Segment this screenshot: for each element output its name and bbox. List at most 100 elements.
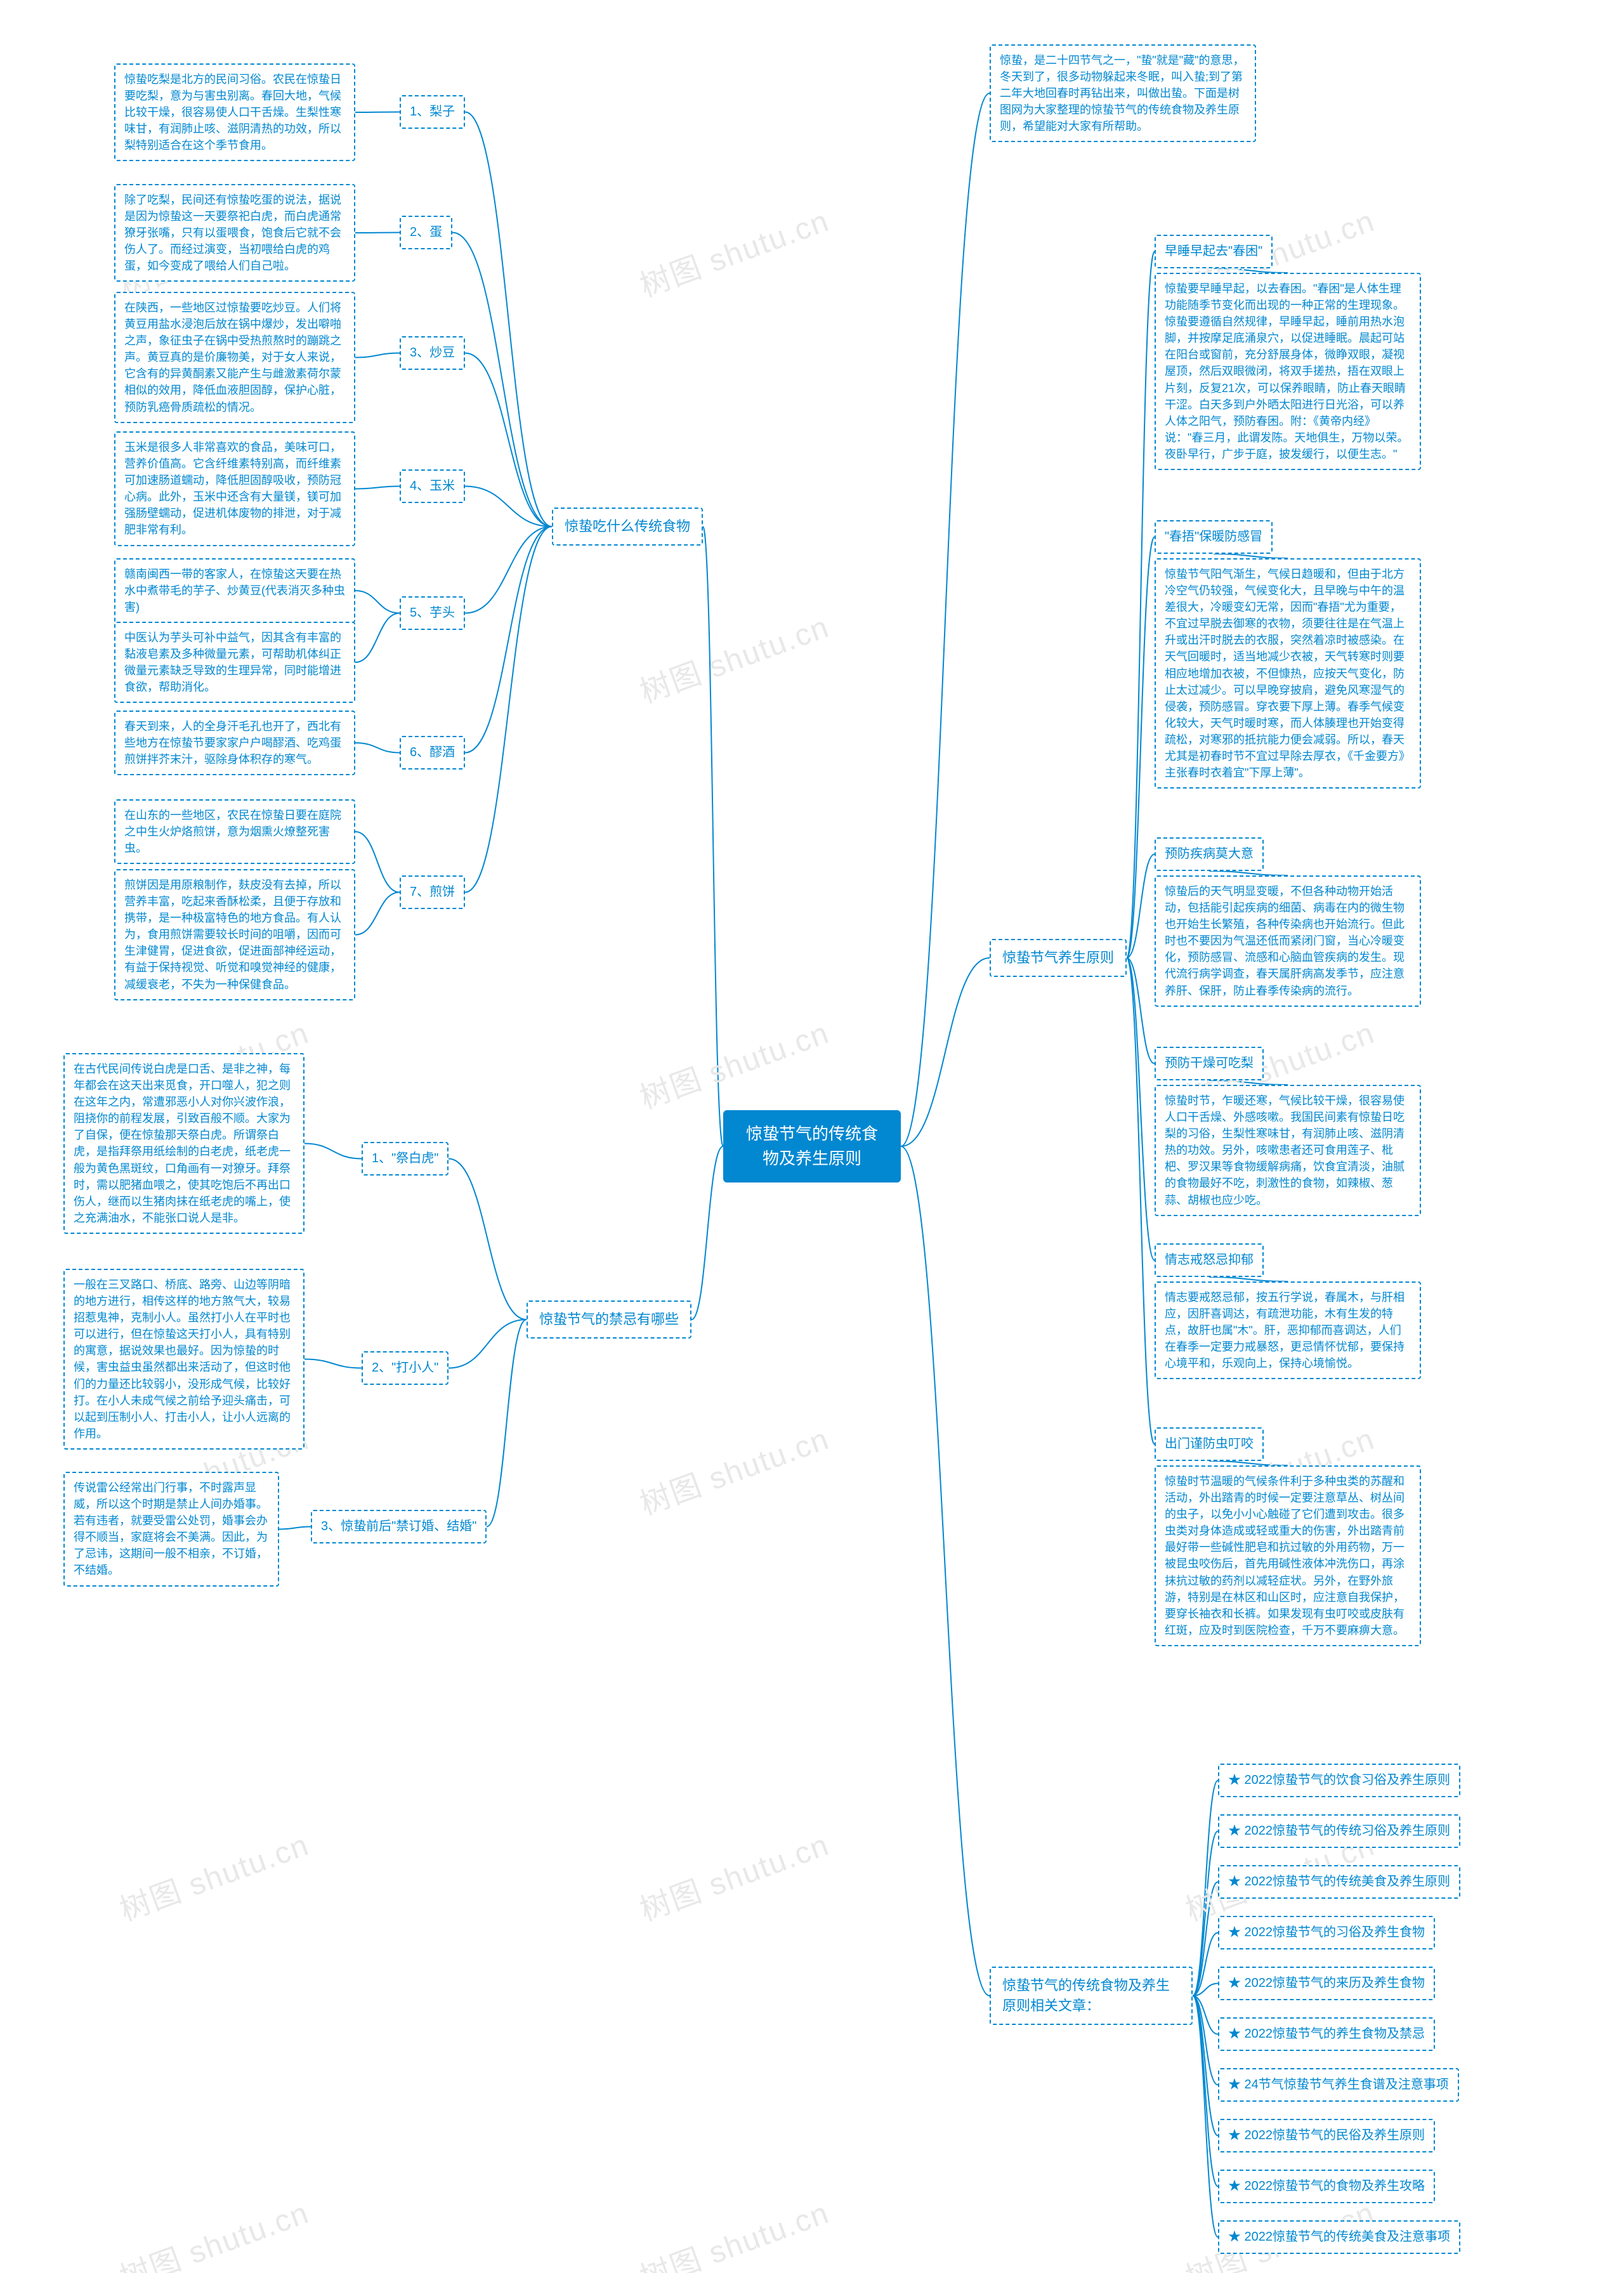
node-label: 1、梨子: [410, 105, 455, 119]
watermark: 树图 shutu.cn: [632, 1820, 834, 1930]
node-label: 2、蛋: [410, 225, 442, 239]
node-label: 3、惊蛰前后"禁订婚、结婚": [321, 1519, 476, 1533]
mindmap-node: 春天到来，人的全身汗毛孔也开了，西北有些地方在惊蛰节要家家户户喝醪酒、吃鸡蛋煎饼…: [114, 711, 355, 775]
mindmap-node: 赣南闽西一带的客家人，在惊蛰这天要在热水中煮带毛的芋子、炒黄豆(代表消灭多种虫害…: [114, 558, 355, 623]
watermark: 树图 shutu.cn: [632, 2188, 834, 2273]
mindmap-node: "春捂"保暖防感冒: [1155, 520, 1273, 554]
node-label: ★ 2022惊蛰节气的养生食物及禁忌: [1228, 2027, 1425, 2041]
mindmap-node: 3、炒豆: [400, 336, 465, 370]
mindmap-node: 5、芋头: [400, 596, 465, 630]
watermark: 树图 shutu.cn: [112, 2188, 314, 2273]
node-label: 惊蛰节气阳气渐生，气候日趋暖和，但由于北方冷空气仍较强，气候变化大，且早晚与中午…: [1165, 568, 1410, 779]
mindmap-node: 惊蛰节气的传统食物及养生原则相关文章：: [990, 1967, 1193, 2025]
mindmap-node: ★ 24节气惊蛰节气养生食谱及注意事项: [1218, 2068, 1459, 2102]
mindmap-node: 3、惊蛰前后"禁订婚、结婚": [311, 1510, 487, 1543]
mindmap-node: 2、蛋: [400, 216, 452, 249]
node-label: 惊蛰要早睡早起，以去春困。"春困"是人体生理功能随季节变化而出现的一种正常的生理…: [1165, 282, 1408, 461]
mindmap-node: 惊蛰时节温暖的气候条件利于多种虫类的苏醒和活动，外出踏青的时候一定要注意草丛、树…: [1155, 1465, 1421, 1646]
mindmap-node: ★ 2022惊蛰节气的饮食习俗及养生原则: [1218, 1764, 1460, 1797]
mindmap-node: 煎饼因是用原粮制作，麸皮没有去掉，所以营养丰富，吃起来香酥松柔，且便于存放和携带…: [114, 869, 355, 1000]
node-label: 惊蛰时节温暖的气候条件利于多种虫类的苏醒和活动，外出踏青的时候一定要注意草丛、树…: [1165, 1475, 1405, 1637]
node-label: "春捂"保暖防感冒: [1165, 530, 1262, 544]
node-label: 在陕西，一些地区过惊蛰要吃炒豆。人们将黄豆用盐水浸泡后放在锅中爆炒，发出噼啪之声…: [124, 301, 341, 414]
node-label: 惊蛰节气的禁忌有哪些: [539, 1311, 679, 1327]
mindmap-node: 4、玉米: [400, 469, 465, 503]
mindmap-canvas: 惊蛰节气的传统食物及养生原则 树图 shutu.cn 树图 shutu.cn 树图 …: [0, 0, 1624, 2273]
mindmap-node: 1、梨子: [400, 95, 465, 129]
node-label: 情志要戒怒忌郁，按五行学说，春属木，与肝相应，因肝喜调达，有疏泄功能，木有生发的…: [1165, 1291, 1405, 1370]
node-label: 1、"祭白虎": [372, 1151, 438, 1165]
node-label: ★ 2022惊蛰节气的习俗及养生食物: [1228, 1925, 1425, 1939]
node-label: 惊蛰吃梨是北方的民间习俗。农民在惊蛰日要吃梨，意为与害虫别离。春回大地，气候比较…: [124, 73, 341, 152]
node-label: 中医认为芋头可补中益气，因其含有丰富的黏液皂素及多种微量元素，可帮助机体纠正微量…: [124, 631, 341, 693]
node-label: 情志戒怒忌抑郁: [1165, 1253, 1254, 1267]
node-label: ★ 24节气惊蛰节气养生食谱及注意事项: [1228, 2078, 1449, 2092]
mindmap-node: 1、"祭白虎": [362, 1142, 449, 1176]
node-label: 2、"打小人": [372, 1361, 438, 1375]
mindmap-node: ★ 2022惊蛰节气的传统美食及注意事项: [1218, 2220, 1460, 2254]
mindmap-node: ★ 2022惊蛰节气的养生食物及禁忌: [1218, 2017, 1435, 2051]
mindmap-node: 情志戒怒忌抑郁: [1155, 1243, 1264, 1277]
node-label: 惊蛰，是二十四节气之一，"蛰"就是"藏"的意思，冬天到了，很多动物躲起来冬眠，叫…: [1000, 54, 1245, 133]
mindmap-node: 7、煎饼: [400, 875, 465, 909]
mindmap-node: 预防疾病莫大意: [1155, 837, 1264, 871]
node-label: ★ 2022惊蛰节气的传统美食及养生原则: [1228, 1875, 1450, 1889]
mindmap-node: 惊蛰吃什么传统食物: [552, 508, 703, 546]
mindmap-node: ★ 2022惊蛰节气的习俗及养生食物: [1218, 1916, 1435, 1949]
mindmap-node: ★ 2022惊蛰节气的食物及养生攻略: [1218, 2170, 1435, 2203]
node-label: 赣南闽西一带的客家人，在惊蛰这天要在热水中煮带毛的芋子、炒黄豆(代表消灭多种虫害…: [124, 568, 345, 613]
node-label: 3、炒豆: [410, 346, 455, 360]
node-label: 4、玉米: [410, 479, 455, 493]
mindmap-node: ★ 2022惊蛰节气的传统美食及养生原则: [1218, 1865, 1460, 1899]
mindmap-node: ★ 2022惊蛰节气的传统习俗及养生原则: [1218, 1814, 1460, 1848]
mindmap-node: 惊蛰后的天气明显变暖，不但各种动物开始活动，包括能引起疾病的细菌、病毒在内的微生…: [1155, 875, 1421, 1007]
mindmap-node: 惊蛰节气养生原则: [990, 939, 1127, 977]
node-label: 5、芋头: [410, 606, 455, 620]
mindmap-node: 情志要戒怒忌郁，按五行学说，春属木，与肝相应，因肝喜调达，有疏泄功能，木有生发的…: [1155, 1281, 1421, 1379]
mindmap-node: 惊蛰节气的禁忌有哪些: [527, 1300, 691, 1339]
mindmap-node: 早睡早起去"春困": [1155, 235, 1273, 268]
node-label: 惊蛰时节，乍暖还寒，气候比较干燥，很容易使人口干舌燥、外感咳嗽。我国民间素有惊蛰…: [1165, 1094, 1405, 1207]
mindmap-node: 在山东的一些地区，农民在惊蛰日要在庭院之中生火炉烙煎饼，意为烟熏火燎整死害虫。: [114, 799, 355, 864]
mindmap-node: ★ 2022惊蛰节气的民俗及养生原则: [1218, 2119, 1435, 2152]
mindmap-node: 传说雷公经常出门行事，不时露声显威，所以这个时期是禁止人间办婚事。若有违者，就要…: [63, 1472, 279, 1587]
node-label: 预防干燥可吃梨: [1165, 1056, 1254, 1070]
mindmap-node: 玉米是很多人非常喜欢的食品，美味可口，营养价值高。它含纤维素特别高，而纤维素可加…: [114, 431, 355, 546]
node-label: 在古代民间传说白虎是口舌、是非之神，每年都会在这天出来觅食，开口噬人，犯之则在这…: [74, 1063, 291, 1224]
root-label: 惊蛰节气的传统食物及养生原则: [746, 1124, 878, 1168]
mindmap-node: ★ 2022惊蛰节气的来历及养生食物: [1218, 1967, 1435, 2000]
node-label: 预防疾病莫大意: [1165, 847, 1254, 861]
node-label: 惊蛰后的天气明显变暖，不但各种动物开始活动，包括能引起疾病的细菌、病毒在内的微生…: [1165, 885, 1405, 997]
watermark: 树图 shutu.cn: [632, 1008, 834, 1118]
node-label: ★ 2022惊蛰节气的食物及养生攻略: [1228, 2179, 1425, 2193]
mindmap-node: 惊蛰，是二十四节气之一，"蛰"就是"藏"的意思，冬天到了，很多动物躲起来冬眠，叫…: [990, 44, 1256, 142]
mindmap-node: 一般在三叉路口、桥底、路旁、山边等阴暗的地方进行，相传这样的地方煞气大，较易招惹…: [63, 1269, 304, 1450]
mindmap-node: 预防干燥可吃梨: [1155, 1047, 1264, 1080]
mindmap-node: 惊蛰吃梨是北方的民间习俗。农民在惊蛰日要吃梨，意为与害虫别离。春回大地，气候比较…: [114, 63, 355, 161]
mindmap-node: 惊蛰要早睡早起，以去春困。"春困"是人体生理功能随季节变化而出现的一种正常的生理…: [1155, 273, 1421, 470]
watermark: 树图 shutu.cn: [632, 1414, 834, 1524]
node-label: 传说雷公经常出门行事，不时露声显威，所以这个时期是禁止人间办婚事。若有违者，就要…: [74, 1481, 268, 1576]
mindmap-node: 中医认为芋头可补中益气，因其含有丰富的黏液皂素及多种微量元素，可帮助机体纠正微量…: [114, 622, 355, 703]
mindmap-node: 在陕西，一些地区过惊蛰要吃炒豆。人们将黄豆用盐水浸泡后放在锅中爆炒，发出噼啪之声…: [114, 292, 355, 423]
mindmap-node: 惊蛰时节，乍暖还寒，气候比较干燥，很容易使人口干舌燥、外感咳嗽。我国民间素有惊蛰…: [1155, 1085, 1421, 1216]
node-label: ★ 2022惊蛰节气的传统美食及注意事项: [1228, 2230, 1450, 2244]
mindmap-node: 6、醪酒: [400, 736, 465, 770]
node-label: ★ 2022惊蛰节气的饮食习俗及养生原则: [1228, 1773, 1450, 1787]
node-label: 除了吃梨，民间还有惊蛰吃蛋的说法，据说是因为惊蛰这一天要祭祀白虎，而白虎通常獠牙…: [124, 193, 341, 272]
root-node: 惊蛰节气的传统食物及养生原则: [723, 1110, 901, 1182]
node-label: 惊蛰节气的传统食物及养生原则相关文章：: [1002, 1977, 1170, 2014]
node-label: 在山东的一些地区，农民在惊蛰日要在庭院之中生火炉烙煎饼，意为烟熏火燎整死害虫。: [124, 809, 341, 855]
node-label: 出门谨防虫叮咬: [1165, 1437, 1254, 1451]
node-label: 煎饼因是用原粮制作，麸皮没有去掉，所以营养丰富，吃起来香酥松柔，且便于存放和携带…: [124, 879, 341, 991]
node-label: 惊蛰吃什么传统食物: [565, 518, 690, 534]
node-label: 早睡早起去"春困": [1165, 244, 1262, 258]
watermark: 树图 shutu.cn: [632, 602, 834, 712]
node-label: 一般在三叉路口、桥底、路旁、山边等阴暗的地方进行，相传这样的地方煞气大，较易招惹…: [74, 1278, 291, 1440]
watermark: 树图 shutu.cn: [112, 1820, 314, 1930]
node-label: 玉米是很多人非常喜欢的食品，美味可口，营养价值高。它含纤维素特别高，而纤维素可加…: [124, 441, 341, 536]
mindmap-node: 出门谨防虫叮咬: [1155, 1427, 1264, 1461]
mindmap-node: 在古代民间传说白虎是口舌、是非之神，每年都会在这天出来觅食，开口噬人，犯之则在这…: [63, 1053, 304, 1234]
node-label: 7、煎饼: [410, 885, 455, 899]
mindmap-node: 2、"打小人": [362, 1351, 449, 1385]
